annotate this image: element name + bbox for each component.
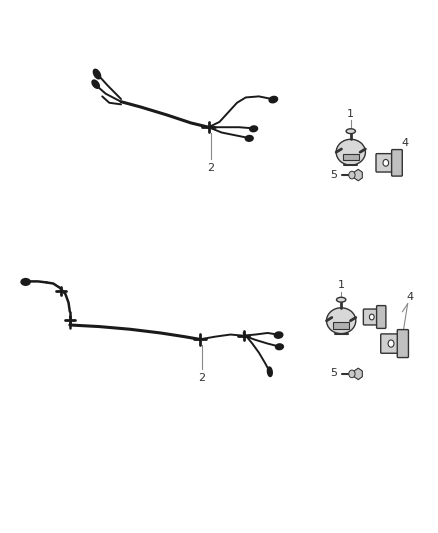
Text: 4: 4	[406, 292, 413, 302]
Ellipse shape	[93, 69, 100, 79]
Circle shape	[369, 314, 373, 320]
Text: 4: 4	[401, 138, 408, 148]
Text: 5: 5	[330, 368, 337, 378]
FancyBboxPatch shape	[363, 309, 379, 325]
Ellipse shape	[274, 332, 282, 338]
Ellipse shape	[268, 96, 277, 103]
Text: 1: 1	[346, 109, 353, 119]
Text: 2: 2	[198, 373, 205, 383]
FancyBboxPatch shape	[380, 334, 400, 353]
Text: 2: 2	[207, 164, 214, 173]
Ellipse shape	[275, 344, 283, 350]
Ellipse shape	[21, 279, 30, 285]
Circle shape	[348, 171, 354, 179]
Ellipse shape	[267, 367, 272, 376]
Circle shape	[382, 159, 388, 166]
Circle shape	[387, 340, 393, 347]
Ellipse shape	[345, 129, 355, 134]
Text: 5: 5	[330, 169, 337, 180]
Circle shape	[348, 370, 354, 378]
FancyBboxPatch shape	[375, 154, 395, 172]
Ellipse shape	[336, 139, 364, 165]
Ellipse shape	[336, 297, 345, 302]
FancyBboxPatch shape	[396, 329, 407, 358]
FancyBboxPatch shape	[376, 305, 385, 328]
Ellipse shape	[326, 308, 355, 334]
FancyBboxPatch shape	[391, 150, 401, 176]
Ellipse shape	[92, 80, 99, 88]
Bar	[332, 322, 348, 329]
Text: 1: 1	[337, 280, 344, 290]
Ellipse shape	[249, 126, 257, 132]
Ellipse shape	[245, 135, 253, 141]
Bar	[342, 154, 358, 160]
